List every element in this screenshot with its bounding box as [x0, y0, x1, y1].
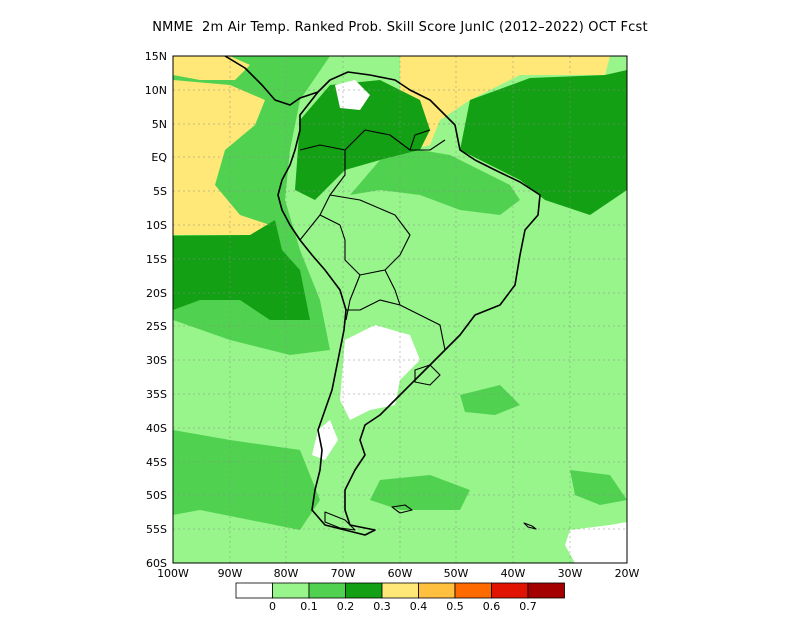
colorbar-label: 0.7 — [519, 600, 537, 613]
atlantic-green-patch — [460, 385, 520, 415]
colorbar-swatch — [491, 582, 529, 599]
country-borders — [299, 129, 446, 351]
lat-label: 15N — [145, 50, 167, 63]
colorbar-swatch — [345, 582, 383, 599]
lat-label: 35S — [146, 388, 167, 401]
graticule — [173, 56, 627, 563]
central-america-coast — [224, 56, 319, 106]
colorbar-label: 0.2 — [337, 600, 355, 613]
lat-label: 25S — [146, 320, 167, 333]
colorbar-label: 0.6 — [483, 600, 501, 613]
colorbar-swatch — [308, 582, 346, 599]
falklands-outline — [391, 504, 413, 514]
far-atlantic-green-patch — [570, 470, 627, 505]
latitude-axis: 15N 10N 5N EQ 5S 10S 15S 20S 25S 30S 35S… — [145, 50, 168, 570]
pacific-dark-region — [173, 220, 310, 320]
amazon-dark-region — [295, 80, 430, 200]
lat-label: 20S — [146, 287, 167, 300]
colorbar-swatch — [381, 582, 419, 599]
lon-label: 90W — [218, 567, 243, 580]
lon-label: 100W — [157, 567, 189, 580]
atlantic-dark-region — [460, 70, 627, 215]
colorbar-swatch — [235, 582, 273, 599]
lat-label: 15S — [146, 253, 167, 266]
colorbar-label: 0 — [269, 600, 276, 613]
argentina-noskill-region — [340, 325, 420, 420]
south-america-coast — [277, 71, 541, 536]
colorbar-swatch — [272, 582, 310, 599]
longitude-axis: 100W 90W 80W 70W 60W 50W 40W 30W 20W — [157, 567, 639, 580]
lon-label: 40W — [501, 567, 526, 580]
lat-label: 40S — [146, 422, 167, 435]
colorbar-label: 0.3 — [373, 600, 391, 613]
colorbar-label: 0.1 — [300, 600, 318, 613]
south-pacific-lowskill-region — [173, 430, 320, 530]
map-frame — [172, 55, 628, 564]
nw-atlantic-yellow-region — [400, 56, 610, 150]
lat-label: 30S — [146, 354, 167, 367]
lat-label: 10S — [146, 219, 167, 232]
colorbar-label: 0.5 — [446, 600, 464, 613]
lon-label: 80W — [274, 567, 299, 580]
pacific-yellow-region — [173, 80, 270, 235]
lat-label: 5S — [153, 185, 167, 198]
south-atlantic-green-region — [370, 475, 470, 510]
colombia-noskill-region — [335, 80, 370, 110]
colorbar-swatch — [418, 582, 456, 599]
lat-label: 55S — [146, 523, 167, 536]
lat-label: 50S — [146, 489, 167, 502]
lat-label: 60S — [146, 557, 167, 570]
colorbar-swatch — [454, 582, 492, 599]
colorbar-swatch — [527, 582, 565, 599]
tierra-del-fuego-outline — [324, 511, 356, 531]
lon-label: 30W — [558, 567, 583, 580]
lat-label: EQ — [151, 151, 167, 164]
south-georgia-outline — [523, 522, 537, 530]
north-brazil-green-region — [350, 150, 520, 215]
uruguay-border — [414, 364, 441, 386]
caribbean-yellow-region — [173, 56, 250, 80]
map-title: NMME 2m Air Temp. Ranked Prob. Skill Sco… — [152, 20, 648, 35]
lat-label: 45S — [146, 456, 167, 469]
lon-label: 20W — [615, 567, 640, 580]
continent-outline — [224, 56, 541, 536]
lon-label: 60W — [388, 567, 413, 580]
lat-label: 5N — [152, 118, 167, 131]
colorbar: 0 0.1 0.2 0.3 0.4 0.5 0.6 0.7 — [235, 582, 565, 613]
lon-label: 70W — [331, 567, 356, 580]
colorbar-label: 0.4 — [410, 600, 428, 613]
sw-atlantic-noskill-region — [565, 522, 627, 563]
lon-label: 50W — [444, 567, 469, 580]
lat-label: 10N — [145, 84, 167, 97]
skill-field — [173, 56, 627, 563]
